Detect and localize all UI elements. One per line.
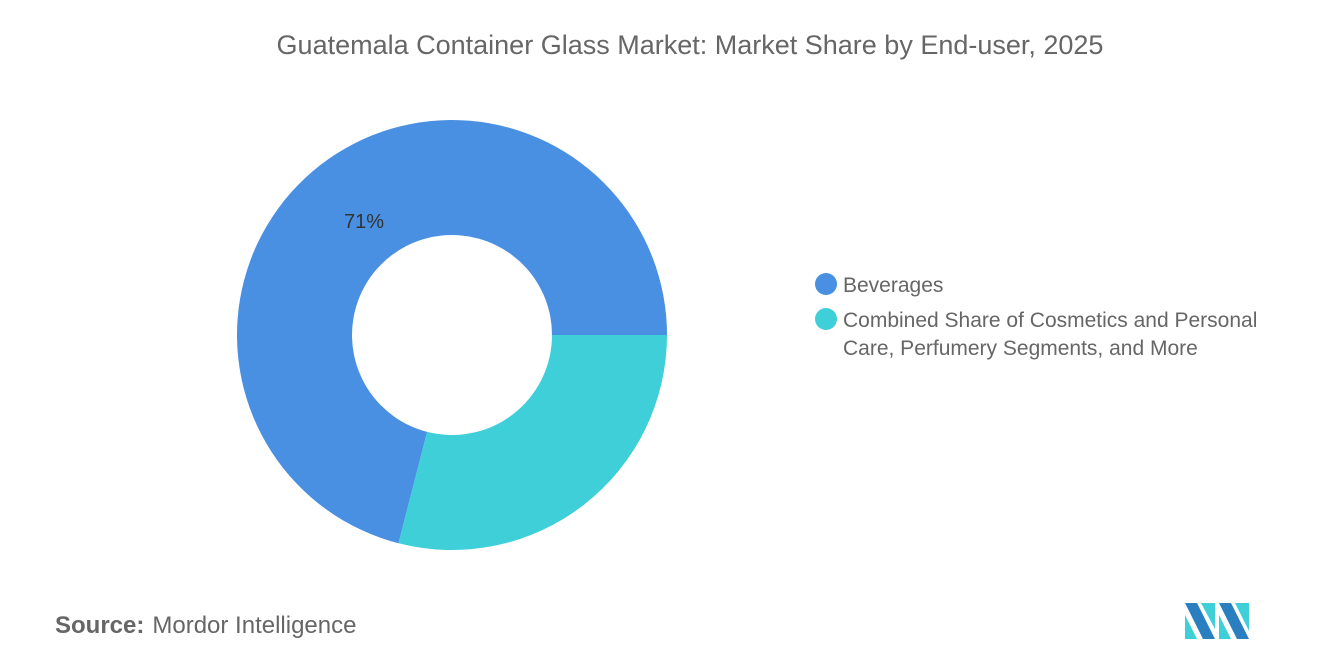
slice-beverages [237, 119, 668, 544]
legend-item-combined-share: Combined Share of Cosmetics and Personal… [815, 307, 1295, 363]
slice-combined-share [398, 335, 667, 550]
mordor-intelligence-logo [1185, 603, 1249, 639]
legend-swatch [815, 308, 837, 330]
source-note: Source: Mordor Intelligence [55, 612, 356, 640]
data-label: 71% [344, 211, 384, 233]
source-label: Source: [55, 612, 145, 639]
legend-label: Combined Share of Cosmetics and Personal… [843, 309, 1258, 360]
legend: Beverages Combined Share of Cosmetics an… [815, 272, 1295, 370]
legend-item-beverages: Beverages [815, 272, 1295, 300]
source-value: Mordor Intelligence [152, 612, 357, 639]
chart-title: Guatemala Container Glass Market: Market… [276, 30, 1104, 60]
legend-label: Beverages [843, 274, 944, 297]
legend-swatch [815, 273, 837, 295]
